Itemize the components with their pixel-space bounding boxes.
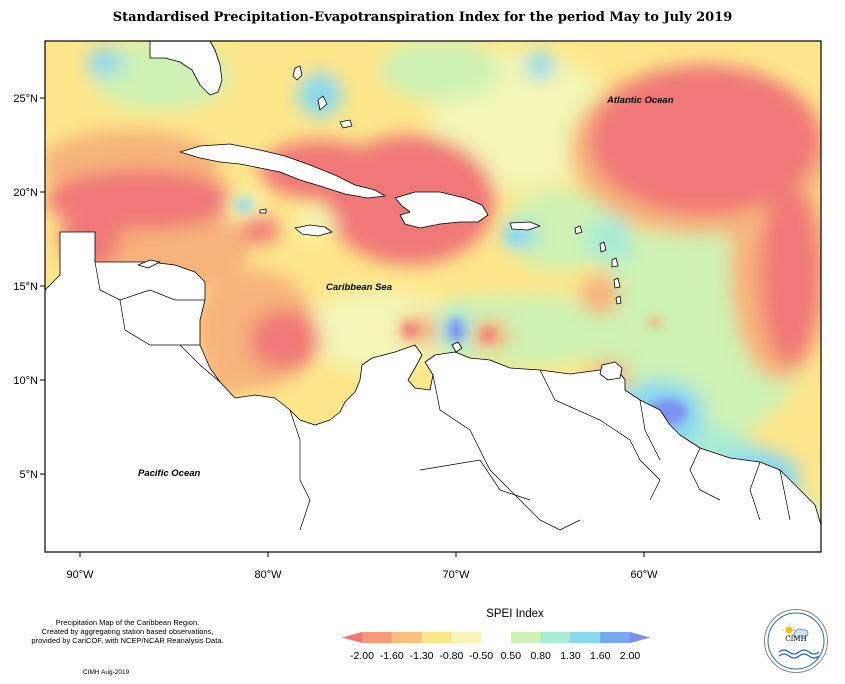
legend-swatch [421,632,452,643]
lesser-antilles-2 [599,241,607,253]
lon-tick-label: 80°W [254,569,282,581]
bahamas-island-2 [317,95,328,111]
legend-swatch [570,632,601,643]
curacao-land [451,341,463,353]
latitude-axis: 25°N 20°N 15°N 10°N 5°N [13,93,45,481]
description-line: provided by CariCOF, with NCEP/NCAR Rean… [31,636,224,645]
lat-tick-label: 20°N [13,187,38,199]
legend-label: -1.60 [379,650,404,662]
jamaica-land [294,224,333,237]
lat-tick-label: 15°N [13,281,38,293]
legend-swatch [600,632,631,643]
legend-label: 0.80 [530,650,551,662]
legend-label: -0.80 [439,650,464,662]
legend-swatch [362,632,393,643]
bahamas-island-1 [292,65,303,81]
legend-label: 0.50 [500,650,522,662]
lat-tick-label: 25°N [13,93,38,105]
bahamas-island-3 [339,119,353,129]
description-line: Precipitation Map of the Caribbean Regio… [55,618,200,627]
legend-label: 1.60 [590,650,611,662]
legend-title: SPEI Index [486,608,544,620]
puerto-rico-land [509,221,541,231]
cimh-logo: CIMH [764,609,828,673]
map-title: Standardised Precipitation-Evapotranspir… [112,10,733,25]
hispaniola-land [394,191,489,229]
lon-tick-label: 60°W [630,569,658,581]
lesser-antilles-3 [611,257,619,268]
lesser-antilles-5 [615,295,622,305]
cuba-land [179,143,386,199]
legend-swatch [391,632,423,643]
cimh-emblem-icon [767,612,825,670]
lesser-antilles-1 [574,225,583,235]
lat-tick-label: 10°N [13,375,38,387]
caribbean-sea-label: Caribbean Sea [326,282,392,293]
legend-label: 2.00 [619,650,641,662]
legend-swatch [630,632,650,643]
lat-tick-label: 5°N [20,469,39,481]
lon-tick-label: 70°W [442,569,470,581]
atlantic-ocean-label: Atlantic Ocean [606,95,674,106]
logo-text: CIMH [785,635,807,643]
legend-swatch [540,632,571,643]
legend-label: -0.50 [469,650,494,662]
central-america-land [45,231,821,552]
florida-land [149,41,223,96]
legend-label: -2.00 [350,650,374,662]
description-line: Created by aggregating station based obs… [41,627,214,636]
legend-swatch [481,632,512,643]
country-borders [94,261,791,531]
legend-color-bar [342,632,650,643]
small-island-b [137,259,161,269]
small-island-a [259,208,267,214]
lesser-antilles-4 [613,277,621,289]
longitude-axis: 90°W 80°W 70°W 60°W [66,552,658,581]
legend-swatch [451,632,482,643]
map-frame [44,40,822,553]
legend-label: 1.30 [560,650,581,662]
legend-swatch [342,632,362,643]
legend-swatch [510,632,542,643]
map-description: Precipitation Map of the Caribbean Regio… [20,618,235,645]
trinidad-land [599,361,623,381]
credit-text: CIMH Aug-2019 [83,669,130,676]
land-masses [45,41,821,552]
pacific-ocean-label: Pacific Ocean [138,468,201,479]
legend-label: -1.30 [409,650,434,662]
lon-tick-label: 90°W [66,569,94,581]
